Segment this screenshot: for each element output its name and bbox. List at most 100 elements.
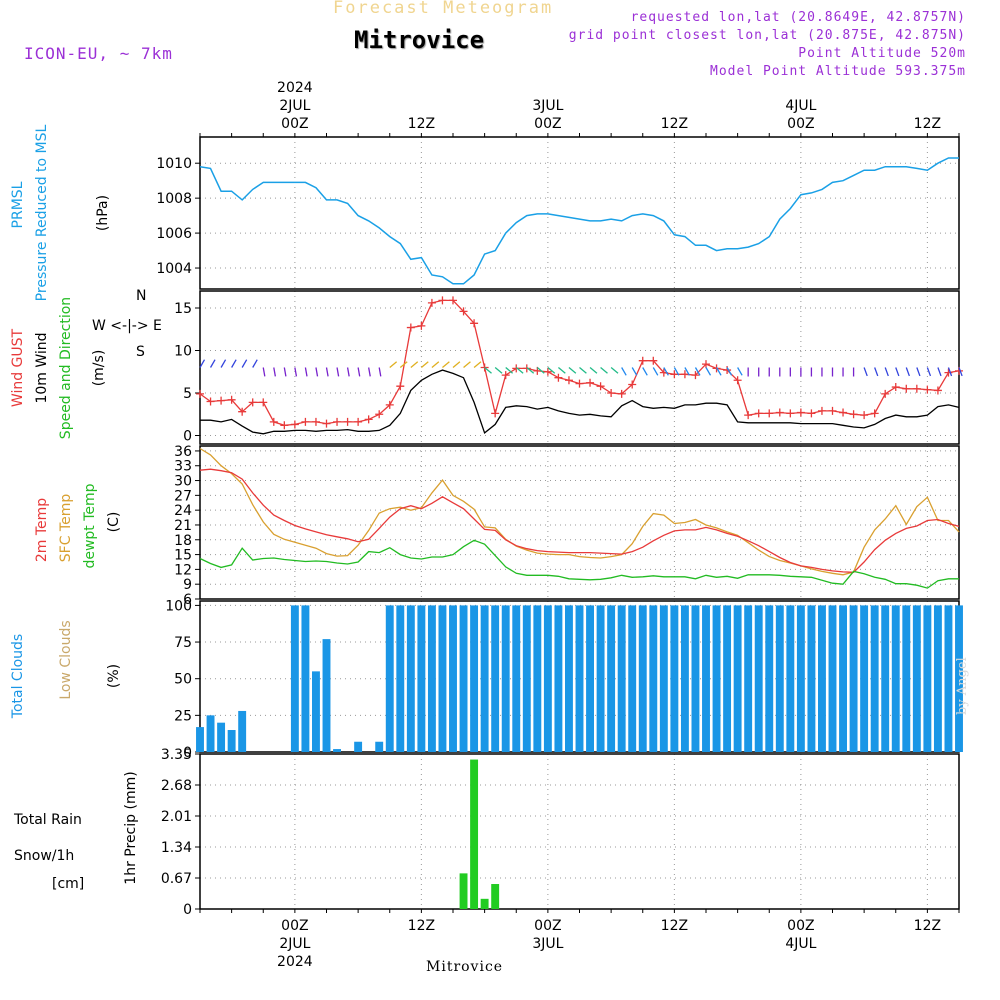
y-tick-label: 27 (174, 488, 192, 504)
total-cloud-bar (754, 605, 763, 752)
wind-direction-arrow (357, 367, 361, 377)
total-cloud-bar (923, 605, 932, 752)
wind-direction-arrow (505, 367, 514, 374)
time-label-top: 2JUL (279, 98, 310, 114)
panel-frame-precip (199, 753, 960, 910)
wind-direction-arrow (368, 367, 371, 377)
gust-point (459, 307, 468, 316)
y-tick-label: 12 (174, 562, 192, 578)
gust-point (923, 385, 932, 394)
gust-point (891, 383, 900, 392)
wind-direction-arrow (621, 367, 627, 376)
y-tick-label: 75 (174, 635, 192, 651)
sfc-temp-label: SFC Temp (58, 494, 74, 563)
gust-point (638, 356, 647, 365)
total-cloud-bar (881, 605, 890, 752)
gust-point (723, 366, 732, 375)
wind-direction-arrow (241, 359, 248, 368)
wind10m-line (200, 369, 960, 435)
gridpoint-coords: grid point closest lon,lat (20.875E, 42.… (568, 28, 966, 43)
gust-point (670, 370, 679, 379)
dewpoint-label: dewpt Temp (82, 483, 98, 568)
wind-direction-arrow (726, 367, 733, 376)
y-tick-label: 5 (183, 386, 192, 402)
total-cloud-bar (554, 605, 563, 752)
wind-label: 10m Wind (34, 332, 50, 403)
total-cloud-bar (796, 605, 805, 752)
precip-unit-label: 1hr Precip (mm) (123, 771, 139, 884)
rain-label: Total Rain (13, 812, 82, 828)
total-cloud-bar (385, 605, 394, 752)
wind-direction-arrow (536, 367, 545, 374)
total-cloud-bar (449, 605, 457, 752)
wind-direction-arrow (494, 367, 503, 374)
gust-point (269, 417, 278, 426)
total-cloud-bar (217, 722, 226, 752)
wind-direction-arrow (346, 367, 350, 377)
y-tick-label: 2.01 (161, 809, 192, 825)
wind-direction-arrow (895, 367, 900, 377)
gust-point (543, 367, 552, 376)
wind-direction-arrow (652, 367, 659, 376)
wind-direction-arrow (515, 367, 524, 374)
wind-direction-arrow (663, 367, 669, 376)
time-label-top: 00Z (787, 116, 814, 132)
compass-west-east: W <-|-> E (92, 318, 162, 334)
model-label: ICON-EU, ~ 7km (24, 44, 173, 63)
rain-bar (480, 898, 489, 909)
y-tick-label: 33 (174, 459, 192, 475)
total-cloud-bar (902, 605, 911, 752)
chart-subtitle: Forecast Meteogram (333, 0, 554, 18)
total-cloud-bar (375, 741, 384, 752)
y-tick-label: 1010 (156, 156, 192, 172)
gust-point (396, 382, 405, 391)
y-tick-label: 1.34 (161, 840, 192, 856)
total-cloud-bar (501, 605, 510, 752)
point-altitude: Point Altitude 520m (798, 46, 966, 61)
wind-direction-arrow (715, 367, 722, 376)
wind-direction-arrow (231, 359, 237, 368)
y-tick-label: 25 (174, 708, 192, 724)
panel-frame-pressure (199, 136, 960, 290)
gust-point (259, 398, 268, 407)
time-label-bottom: 12Z (661, 918, 688, 934)
direction-label: Speed and Direction (58, 297, 74, 439)
total-cloud-bar (807, 605, 816, 752)
wind-direction-arrow (336, 367, 340, 377)
gust-point (280, 421, 289, 430)
wind-direction-arrow (262, 367, 266, 377)
total-cloud-bar (290, 605, 299, 752)
gust-point (860, 411, 869, 420)
wind-direction-arrow (874, 367, 879, 377)
total-cloud-bar (733, 605, 742, 752)
gust-point (828, 406, 837, 415)
total-cloud-bar (870, 605, 879, 752)
total-cloud-bar (543, 605, 552, 752)
gust-point (196, 389, 204, 398)
t2m-line (199, 468, 960, 573)
y-tick-label: 1006 (156, 226, 192, 242)
total-cloud-bar (596, 605, 605, 752)
gust-point (301, 417, 310, 426)
chart-title: Mitrovice (354, 26, 485, 54)
wind-direction-arrow (484, 367, 492, 374)
total-cloud-bar (670, 605, 679, 752)
snow-label: Snow/1h (14, 848, 74, 864)
gust-point (564, 376, 573, 385)
wind-direction-arrow (684, 367, 690, 376)
gust-point (343, 417, 352, 426)
total-cloud-bar (301, 605, 310, 752)
gust-point (617, 389, 626, 398)
total-cloud-bar (649, 605, 658, 752)
time-label-top: 4JUL (785, 98, 816, 114)
pressure-label: Pressure Reduced to MSL (34, 124, 50, 301)
gust-point (881, 389, 890, 398)
gust-point (217, 396, 226, 405)
total-cloud-bar (333, 749, 341, 752)
total-cloud-bar (712, 605, 721, 752)
panel-frame-temp (199, 445, 960, 600)
gust-point (839, 408, 848, 417)
y-tick-label: 10 (174, 344, 192, 360)
